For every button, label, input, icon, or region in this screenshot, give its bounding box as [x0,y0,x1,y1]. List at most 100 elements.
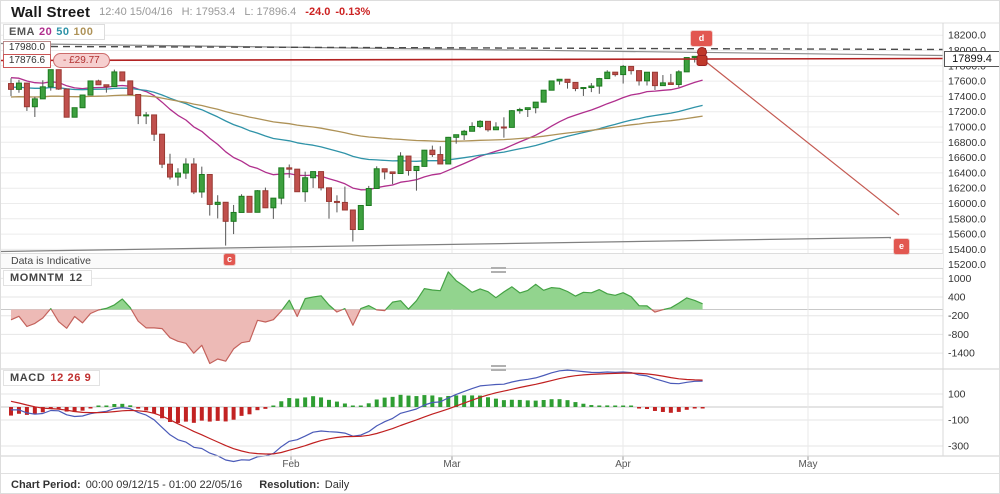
candle [143,114,150,117]
momentum-area-negative [51,309,101,329]
candle [127,80,134,95]
month-gridlines [290,23,809,460]
macd-histogram-bar [9,407,13,416]
macd-histogram-bar [422,395,427,407]
candle [71,107,78,118]
order-level-tag[interactable]: 17980.0 [3,41,51,55]
svg-text:Feb: Feb [282,459,300,470]
macd-histogram-bar [621,405,626,407]
quote-time: 12:40 15/04/16 [99,6,173,18]
macd-histogram-bar [446,395,451,407]
candle [532,101,539,109]
upper_trendline [1,42,944,57]
candle [604,71,611,80]
momentum-area-negative [345,309,361,326]
candle [111,71,118,88]
chart-marker-d[interactable]: d [691,31,712,46]
svg-text:16000.0: 16000.0 [948,198,986,210]
trendline-drawings [1,42,944,253]
svg-text:-200: -200 [948,310,969,322]
panel-frames [1,22,999,457]
macd-histogram-bar [112,404,117,407]
macd-histogram-bar [199,407,204,421]
macd-title: MACD [10,372,46,384]
candle [55,69,62,90]
candle [294,168,301,193]
candle [262,190,269,209]
macd-histogram-bar [72,407,77,413]
ema-legend[interactable]: EMA 20 50 100 [3,24,106,40]
candle [492,126,499,131]
macd-histogram-bar [247,407,252,415]
candle [79,94,86,109]
candle [659,82,666,87]
macd-histogram-bar [358,405,363,407]
position-price-tag[interactable]: 17876.6 [3,54,51,68]
candle [214,201,221,205]
panel-resize-grip-momentum[interactable] [491,267,506,273]
momentum-panel-label[interactable]: MOMNTM 12 [3,270,92,286]
resolution-value: Daily [324,478,350,491]
candle [461,130,468,136]
ema-period-100: 100 [73,26,94,38]
macd-histogram-bar [279,401,284,407]
candle [159,133,166,165]
candle [620,65,627,76]
svg-text:17000.0: 17000.0 [948,122,986,134]
macd-histogram-bar [509,399,514,407]
macd-histogram-bar [652,407,657,411]
panel-resize-grip-macd[interactable] [491,365,506,371]
macd-line [10,369,703,463]
macd-histogram-bar [565,400,570,407]
macd-histogram-bar [327,399,331,407]
candle [206,174,213,205]
chart-header: Wall Street 12:40 15/04/16 H: 17953.4 L:… [1,1,999,23]
macd-histogram-bar [64,407,69,412]
candle [683,57,690,73]
position_line [1,57,944,62]
ema-50-line [10,86,703,162]
candle [500,126,507,129]
position-pnl-pill[interactable]: - £29.77 [53,53,110,68]
candle [636,70,643,82]
macd-histogram-bar [120,403,125,407]
candle [651,71,658,87]
macd-histogram-bar [541,400,546,407]
chart-marker-e[interactable]: e [894,239,909,254]
candle [182,163,189,174]
candle [95,80,102,86]
macd-histogram-bar [287,398,292,407]
candles [8,54,706,246]
macd-histogram-bar [501,400,506,407]
candle [365,188,372,206]
candle [389,171,396,175]
candle [397,155,404,175]
macd-histogram-bar [573,402,578,407]
macd-panel-label[interactable]: MACD 12 26 9 [3,370,101,386]
macd-histogram-bar [398,394,403,407]
indicative-notice: Data is Indicative [11,255,91,267]
svg-text:17600.0: 17600.0 [948,76,986,88]
macd-histogram-bar [88,407,93,409]
chart-marker-c[interactable]: c [224,254,235,265]
svg-text:16200.0: 16200.0 [948,183,986,195]
ema-period-50: 50 [56,26,70,38]
svg-text:-1400: -1400 [948,348,975,360]
candle [628,65,635,72]
macd-histogram-bar [637,407,642,409]
ema-label: EMA [9,26,35,38]
macd-histogram-bar [144,407,149,411]
candle [302,177,309,193]
momentum-indicator [10,271,703,365]
candle [612,71,619,76]
macd-histogram-bar [80,407,85,411]
candle [190,163,197,193]
position-order-dot[interactable] [696,55,708,66]
macd-histogram-bar [311,396,316,407]
macd-histogram-bar [478,395,483,407]
macd-histogram-bar [40,407,45,413]
macd-histogram-bar [223,407,228,422]
svg-text:-800: -800 [948,329,969,341]
